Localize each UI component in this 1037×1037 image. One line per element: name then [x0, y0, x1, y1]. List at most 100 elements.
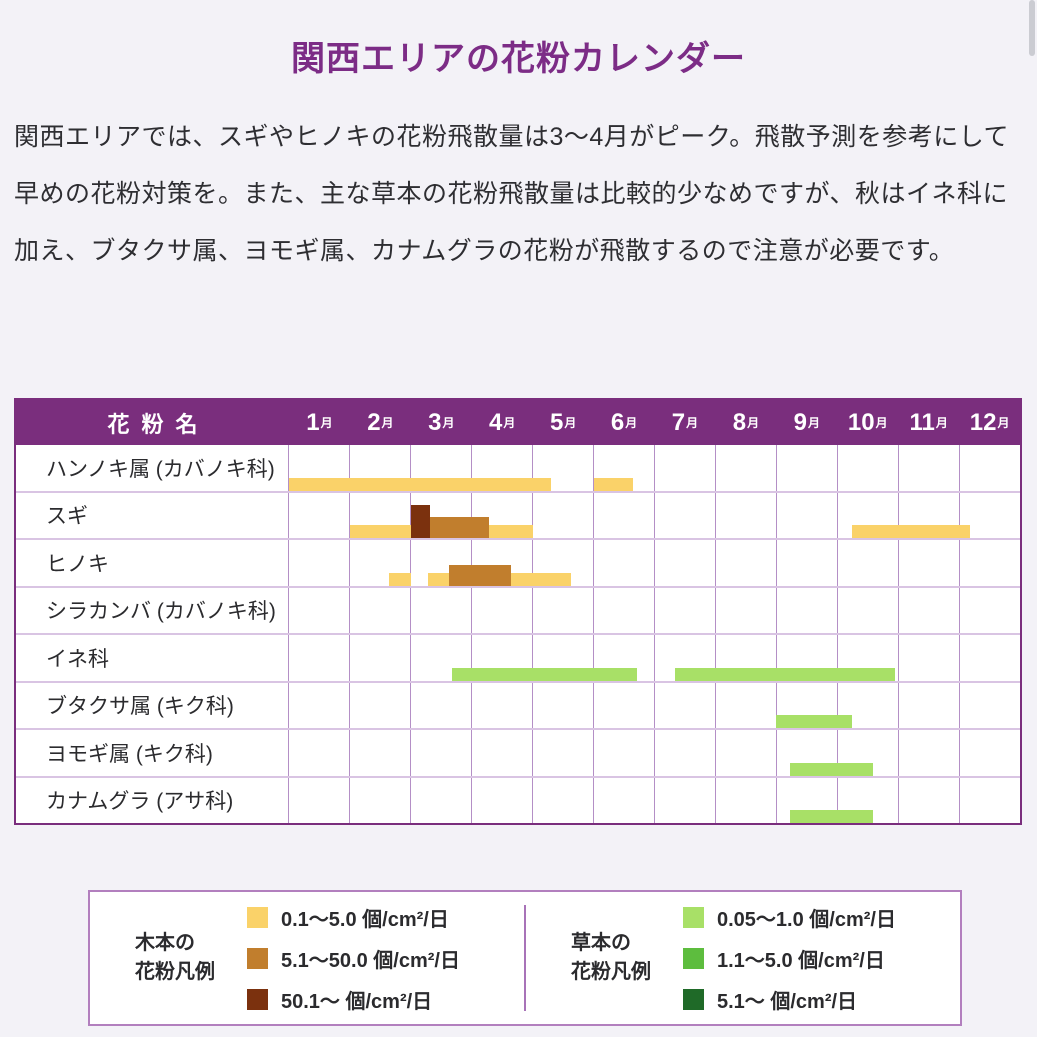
pollen-bar-herb-level1: [790, 810, 874, 823]
month-header-12: 12 月: [969, 408, 1010, 436]
grid-cell: [837, 587, 898, 633]
grid-cell: [349, 777, 410, 823]
row-label: スギ: [16, 492, 289, 538]
grid-cell: [837, 445, 898, 491]
grid-cell: [289, 540, 349, 586]
grid-cell: [410, 635, 471, 681]
grid-cell: [593, 635, 654, 681]
grid-cell: [593, 730, 654, 776]
grid-cell: [289, 778, 349, 824]
row-label: ヒノキ: [16, 540, 289, 586]
pollen-bar-tree-level1: [388, 572, 411, 586]
row-label: ヨモギ属 (キク科): [16, 730, 289, 776]
grid-cell: [898, 540, 959, 586]
pollen-bar-tree-level2: [429, 517, 490, 538]
calendar-header-row: 花粉名 1 月 2 月 3 月 4 月 5 月 6 月 7 月 8 月 9 月 10 月 11 月 12 月: [16, 400, 1020, 445]
grid-cell: [959, 635, 1020, 681]
grid-cell: [410, 730, 471, 776]
row-months-area: [289, 682, 1020, 728]
grid-cell: [349, 682, 410, 728]
grid-cell: [654, 492, 715, 538]
grid-cell: [654, 587, 715, 633]
grid-cell: [715, 635, 776, 681]
grid-cell: [410, 492, 471, 538]
legend-title-tree: 木本の 花粉凡例: [135, 929, 247, 987]
legend-item-label: 5.1〜50.0 個/cm²/日: [281, 949, 460, 972]
grid-cell: [410, 587, 471, 633]
tree-level3-swatch-icon: [247, 988, 268, 1010]
grid-cell: [532, 492, 593, 538]
legend-item: 50.1〜 個/cm²/日: [247, 985, 460, 1014]
grid-cell: [593, 682, 654, 728]
row-months-area: [289, 540, 1020, 586]
grid-cell: [289, 588, 349, 634]
grid-cell: [349, 492, 410, 538]
herb-level2-swatch-icon: [683, 947, 704, 969]
legend-item-label: 50.1〜 個/cm²/日: [281, 990, 433, 1013]
grid-cell: [532, 445, 593, 491]
legend-item-label: 0.05〜1.0 個/cm²/日: [717, 908, 896, 931]
grid-cell: [532, 587, 593, 633]
grid-cell: [776, 682, 837, 728]
month-header-10: 10 月: [847, 408, 888, 436]
grid-cell: [776, 587, 837, 633]
grid-cell: [959, 492, 1020, 538]
grid-cell: [471, 445, 532, 491]
grid-cell: [959, 587, 1020, 633]
legend-title-tree-line1: 木本の: [135, 932, 195, 954]
row-months-area: [289, 492, 1020, 538]
grid-cell: [654, 730, 715, 776]
grid-cell: [349, 635, 410, 681]
grid-cell: [471, 540, 532, 586]
grid-cell: [776, 540, 837, 586]
grid-cell: [715, 492, 776, 538]
grid-cell: [532, 682, 593, 728]
grid-cell: [532, 540, 593, 586]
grid-cell: [837, 635, 898, 681]
grid-cell: [898, 445, 959, 491]
grid-cell: [593, 587, 654, 633]
grid-cell: [471, 730, 532, 776]
grid-cell: [289, 730, 349, 776]
grid-cell: [715, 777, 776, 823]
herb-level3-swatch-icon: [683, 988, 704, 1010]
grid-cell: [593, 492, 654, 538]
intro-paragraph: 関西エリアでは、スギやヒノキの花粉飛散量は3〜4月がピーク。飛散予測を参考にして…: [14, 123, 1010, 265]
month-header-cells: 1 月 2 月 3 月 4 月 5 月 6 月 7 月 8 月 9 月 10 月 11 月 12 月: [289, 400, 1020, 445]
month-header-11: 11 月: [909, 408, 948, 436]
grid-cell: [776, 730, 837, 776]
grid-cell: [837, 492, 898, 538]
scrollbar-thumb[interactable]: [1029, 0, 1035, 56]
grid-cell: [349, 540, 410, 586]
grid-cell: [593, 777, 654, 823]
calendar-row: ヒノキ: [16, 540, 1020, 588]
grid-cell: [654, 540, 715, 586]
grid-cell: [776, 777, 837, 823]
grid-cell: [410, 777, 471, 823]
grid-cell: [532, 635, 593, 681]
row-label: シラカンバ (カバノキ科): [16, 587, 289, 633]
grid-cell: [654, 682, 715, 728]
calendar-row: ブタクサ属 (キク科): [16, 682, 1020, 730]
calendar-row: イネ科: [16, 635, 1020, 683]
legend-items-herb: 0.05〜1.0 個/cm²/日 1.1〜5.0 個/cm²/日 5.1〜 個/…: [683, 903, 896, 1014]
grid-cell: [959, 730, 1020, 776]
grid-cell: [593, 445, 654, 491]
legend-group-tree: 木本の 花粉凡例 0.1〜5.0 個/cm²/日 5.1〜50.0 個/cm²/…: [90, 903, 524, 1014]
pollen-bar-tree-level1: [852, 525, 971, 538]
pollen-bar-herb-level1: [674, 667, 896, 681]
calendar-row: ハンノキ属 (カバノキ科): [16, 445, 1020, 493]
legend-box: 木本の 花粉凡例 0.1〜5.0 個/cm²/日 5.1〜50.0 個/cm²/…: [88, 890, 962, 1026]
grid-cell: [898, 635, 959, 681]
grid-cell: [898, 777, 959, 823]
grid-cell: [776, 635, 837, 681]
legend-item: 0.1〜5.0 個/cm²/日: [247, 903, 460, 932]
